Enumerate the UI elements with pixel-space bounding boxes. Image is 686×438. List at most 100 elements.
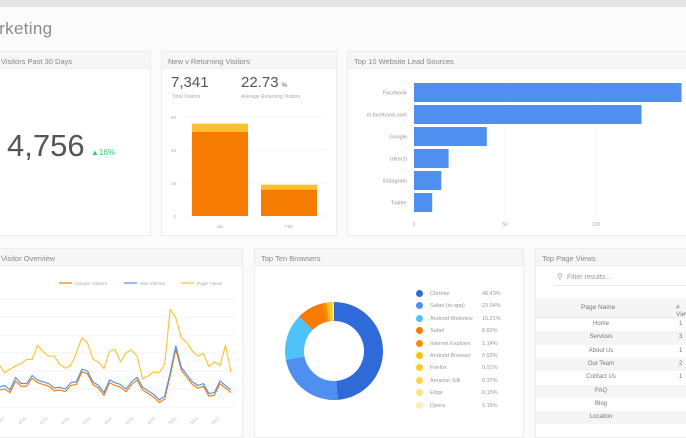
legend-label: Edge (430, 390, 443, 396)
legend-item[interactable]: Chrome 48.43% (416, 289, 516, 301)
legend-value: 48.43% (482, 291, 501, 297)
page-name-cell: Services (536, 334, 666, 340)
legend-value: 0.93% (482, 353, 498, 359)
legend-item[interactable]: Safari (in-app)23.04% (416, 301, 516, 313)
visitor-count: 4,756 (7, 128, 85, 164)
legend-dot-icon (416, 364, 423, 371)
change-value: 16% (99, 148, 115, 157)
legend-label: Android Browser (430, 353, 471, 359)
x-tick-label: 4/13 (39, 416, 49, 426)
legend-item[interactable]: Opera 0.15% (416, 401, 516, 413)
x-tick-label: 4/19 (82, 416, 92, 426)
legend-value: 1.14% (482, 341, 498, 347)
browsers-donut-chart (255, 249, 395, 438)
legend-item[interactable]: Edge 0.15% (416, 388, 516, 400)
x-tick-label: 4/16 (60, 416, 70, 426)
column-header-views[interactable]: # Views (676, 304, 686, 318)
legend-label: Page Views (197, 281, 223, 287)
table-row[interactable]: FAQ (536, 385, 686, 398)
bar-5 (414, 193, 432, 212)
x-tick-label: 4/25 (125, 416, 135, 426)
legend-dot-icon (416, 327, 423, 334)
page-name-cell: FAQ (536, 388, 666, 394)
legend-dot-icon (416, 352, 423, 359)
legend-item[interactable]: Firefox 0.91% (416, 363, 516, 375)
legend-label: Amazon Silk (430, 378, 461, 384)
bar-new-jan (192, 132, 248, 216)
category-label: Facebook (383, 91, 407, 97)
legend-value: 0.37% (482, 378, 498, 384)
legend-value: 23.04% (482, 303, 501, 309)
card-title: Top Page Views (536, 249, 686, 266)
page-title: Marketing (0, 19, 52, 39)
donut-slice-chrome (334, 302, 383, 400)
bar-2 (414, 127, 487, 146)
x-tick-label: 100 (592, 222, 601, 228)
new-vs-returning-card: New v Returning Visitors 7,341 Total Vis… (161, 51, 337, 236)
views-cell: 1 (679, 321, 682, 327)
legend-dot-icon (416, 402, 423, 409)
legend-label: Opera (430, 403, 445, 409)
bar-1 (414, 105, 642, 124)
bar-returning-jan (192, 124, 248, 132)
category-label: (direct) (390, 157, 407, 163)
page-name-cell: Our Team (536, 361, 666, 367)
legend-value: 0.15% (482, 390, 498, 396)
legend-item[interactable]: Amazon Silk 0.37% (416, 376, 516, 388)
search-field[interactable]: ⚲ (555, 271, 686, 286)
visitors-30-days-card: Visitors Past 30 Days 4,756 ▲16% (0, 51, 151, 236)
x-tick-label: 4/07 (0, 416, 6, 426)
x-tick-label: 5/07 (211, 416, 221, 426)
legend-value: 0.15% (482, 403, 498, 409)
bar-0 (414, 83, 682, 102)
legend-dot-icon (416, 340, 423, 347)
series-line-unique-visitors (0, 349, 231, 402)
change-badge: ▲16% (91, 148, 115, 157)
search-input[interactable] (567, 271, 686, 284)
page-name-cell: Location (536, 414, 666, 420)
column-header-page-name[interactable]: Page Name (581, 304, 615, 311)
legend-dot-icon (416, 389, 423, 396)
y-tick-label: 20 (171, 181, 177, 186)
page-name-cell: Contact Us (536, 374, 666, 380)
legend-value: 0.91% (482, 365, 498, 371)
x-tick-label: 4/28 (146, 416, 156, 426)
legend-item[interactable]: Android Browser 0.93% (416, 351, 516, 363)
legend-label: Chrome (430, 291, 450, 297)
legend-label: Internet Explorer (430, 341, 471, 347)
category-label: Google (389, 135, 407, 141)
donut-slice-safari-in-app- (286, 356, 338, 400)
x-tick-label: 50 (502, 222, 508, 228)
search-icon: ⚲ (557, 272, 563, 281)
category-label: Twitter (391, 201, 407, 207)
x-tick-label: Jan (216, 224, 224, 229)
table-row[interactable]: Blog (536, 398, 686, 411)
y-tick-label: 60 (171, 115, 177, 120)
legend-label: Firefox (430, 365, 447, 371)
card-title: Visitors Past 30 Days (0, 52, 150, 69)
legend-label: Android Webview (430, 316, 473, 322)
x-tick-label: 4/10 (17, 416, 27, 426)
legend-label: Unique Visitors (75, 281, 108, 287)
series-line-page-views (0, 309, 231, 378)
legend-item[interactable]: Internet Explorer 1.14% (416, 339, 516, 351)
table-row[interactable]: Location (536, 411, 686, 424)
y-tick-label: 40 (171, 148, 177, 153)
legend-dot-icon (416, 302, 423, 309)
legend-dot-icon (416, 377, 423, 384)
x-tick-label: Feb (285, 224, 293, 229)
bar-returning-feb (261, 185, 317, 190)
